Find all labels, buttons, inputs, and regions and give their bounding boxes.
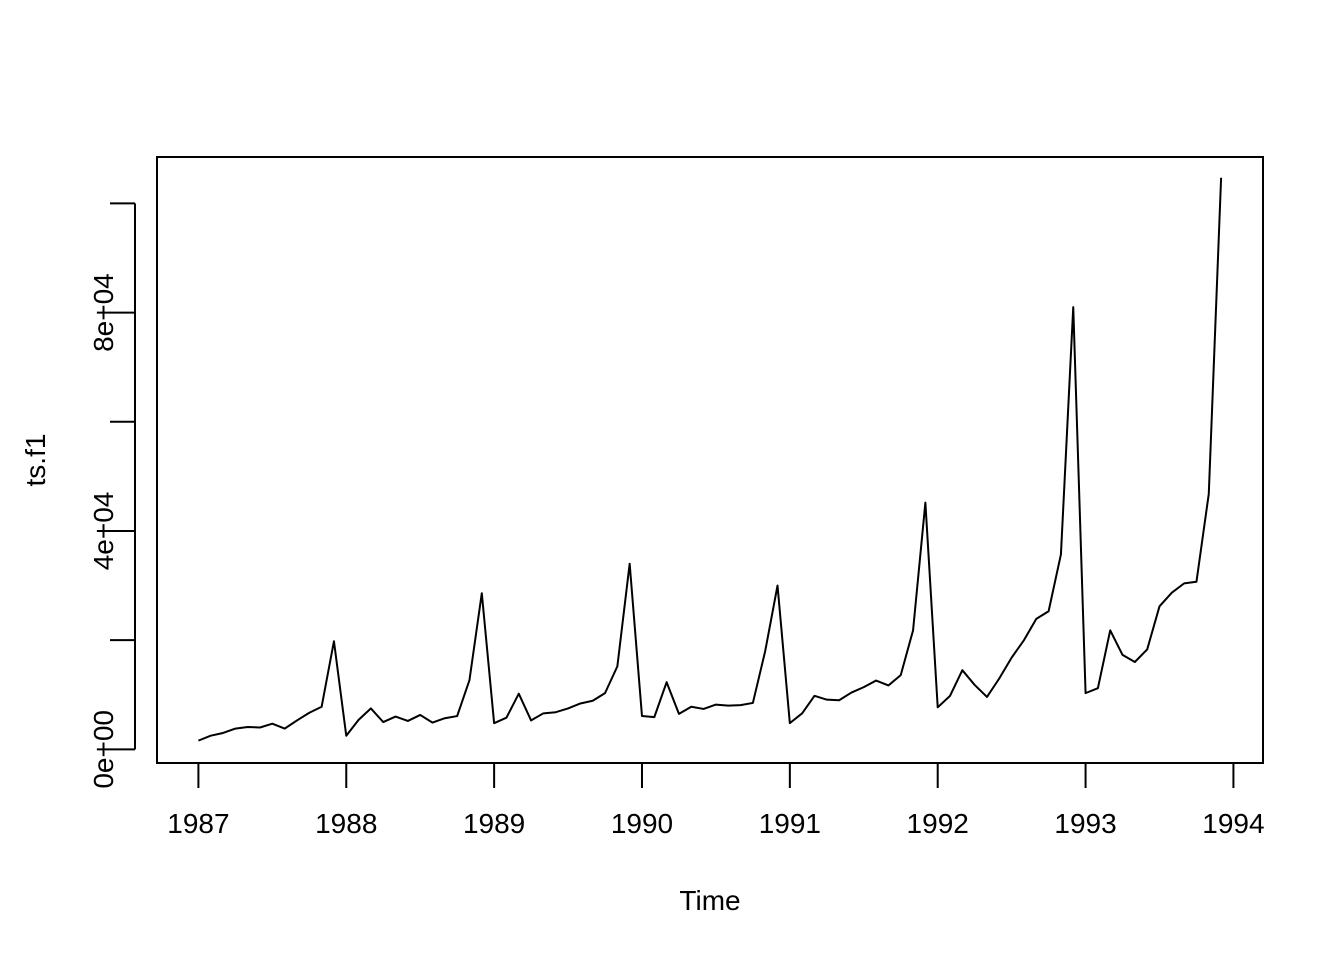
x-tick-label: 1991 bbox=[759, 808, 821, 839]
x-tick-label: 1990 bbox=[611, 808, 673, 839]
x-axis: 1987 1988 1989 1990 1991 1992 1993 1994 bbox=[167, 762, 1265, 839]
x-tick-label: 1992 bbox=[907, 808, 969, 839]
x-tick-label: 1987 bbox=[167, 808, 229, 839]
x-tick-label: 1989 bbox=[463, 808, 525, 839]
y-tick-label: 0e+00 bbox=[88, 710, 119, 789]
series-line bbox=[198, 177, 1223, 742]
x-tick-label: 1988 bbox=[315, 808, 377, 839]
y-axis-title: ts.f1 bbox=[20, 434, 51, 487]
x-axis-title: Time bbox=[679, 885, 740, 916]
series-layer bbox=[198, 177, 1223, 742]
y-tick-label: 8e+04 bbox=[88, 273, 119, 352]
x-tick-label: 1993 bbox=[1054, 808, 1116, 839]
y-tick-label: 4e+04 bbox=[88, 492, 119, 571]
x-tick-label: 1994 bbox=[1202, 808, 1264, 839]
plot-frame bbox=[156, 156, 1264, 764]
y-axis: 0e+00 4e+04 8e+04 bbox=[88, 202, 136, 789]
